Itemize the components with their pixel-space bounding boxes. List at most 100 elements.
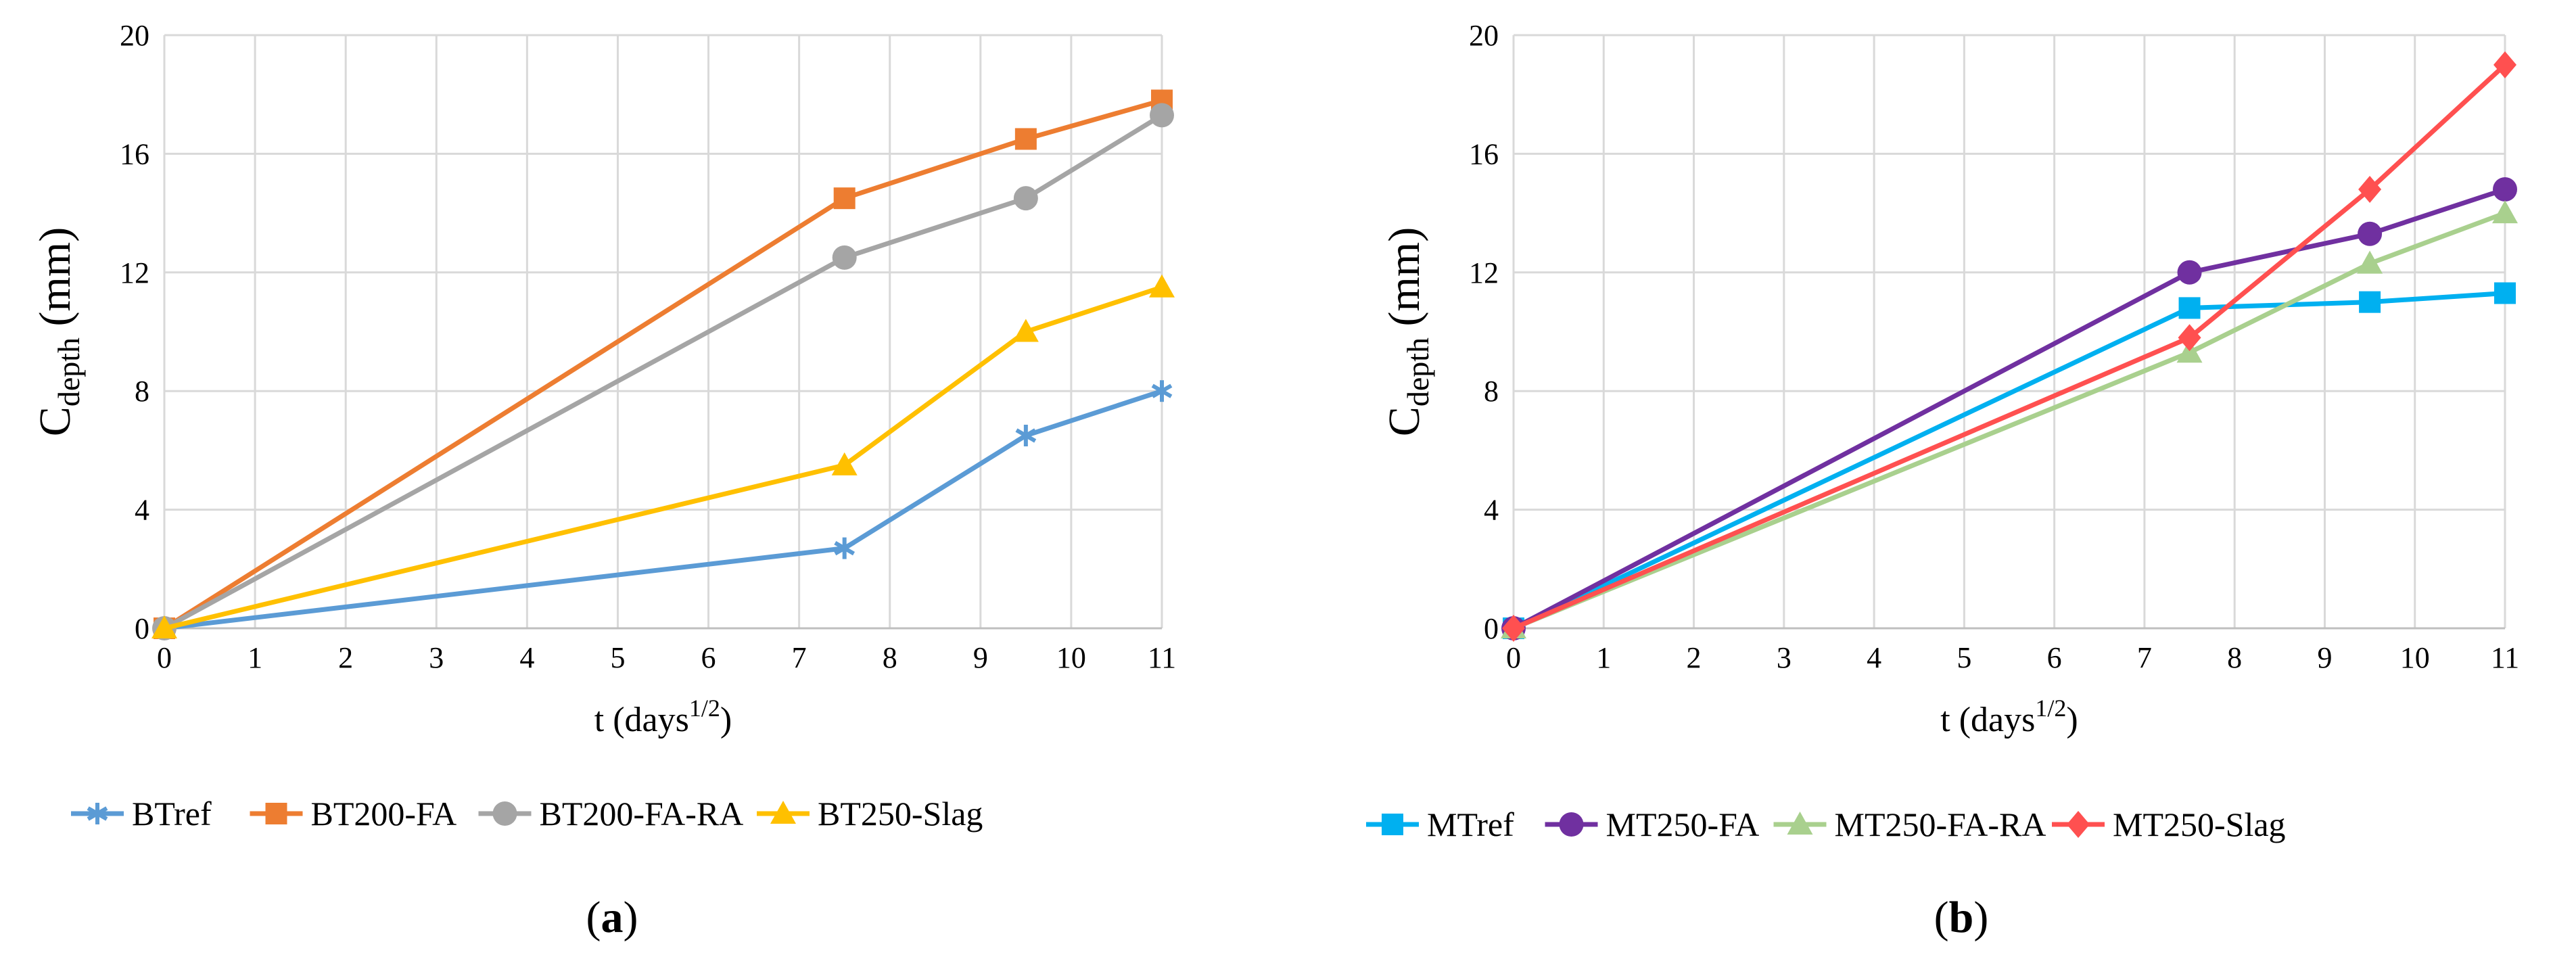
x-tick-label: 4 (1867, 641, 1881, 674)
x-tick-label: 0 (1506, 641, 1521, 674)
legend-label: BT200-FA-RA (540, 795, 744, 833)
gridlines (1512, 34, 2506, 630)
data-point (1012, 319, 1039, 342)
x-tick-label: 10 (1056, 641, 1086, 674)
x-axis-label: t (days1/2) (1940, 695, 2078, 739)
x-tick-label: 8 (2227, 641, 2242, 674)
legend-label: MT250-FA-RA (1835, 805, 2046, 843)
x-tick-label: 7 (2137, 641, 2152, 674)
legend-marker (87, 803, 108, 824)
legend-marker (1382, 814, 1403, 835)
y-tick-label: 8 (135, 375, 149, 408)
legend-marker (492, 801, 517, 826)
series-BT200-FA (154, 89, 1173, 639)
series-line (163, 98, 1163, 630)
x-axis-label: t (days1/2) (594, 695, 732, 739)
series-line (1512, 63, 2507, 631)
x-tick-label: 3 (429, 641, 444, 674)
data-point (1151, 380, 1173, 402)
x-tick-label: 11 (2491, 641, 2519, 674)
data-point (2493, 177, 2517, 202)
legend-label: BT200-FA (311, 795, 457, 833)
y-tick-label: 8 (1484, 375, 1499, 408)
legend-label: MTref (1427, 805, 1514, 843)
x-tick-label: 10 (2400, 641, 2430, 674)
data-point (2358, 221, 2383, 246)
legend-marker (2067, 811, 2090, 838)
x-tick-label: 5 (1957, 641, 1971, 674)
x-tick-label: 2 (1687, 641, 1702, 674)
data-point (832, 245, 857, 270)
data-point (831, 452, 858, 475)
x-tick-label: 1 (248, 641, 262, 674)
y-tick-label: 4 (1484, 494, 1499, 527)
series-line (164, 285, 1163, 631)
legend-item: MT250-FA (1545, 805, 1760, 843)
data-point (2177, 260, 2202, 285)
data-point (2178, 297, 2201, 319)
x-tick-label: 5 (610, 641, 625, 674)
data-point (1150, 103, 1174, 128)
x-tick-label: 1 (1596, 641, 1611, 674)
legend-marker (770, 801, 796, 824)
panel-label: (a) (586, 893, 638, 942)
y-axis-label: Cdepth (mm) (1380, 227, 1435, 436)
data-point (1502, 615, 1525, 642)
x-tick-label: 11 (1148, 641, 1176, 674)
legend-marker (265, 803, 287, 824)
legend-label: MT250-Slag (2113, 805, 2286, 843)
series-BT250-Slag (151, 274, 1175, 638)
legend-label: MT250-FA (1606, 805, 1760, 843)
legend-item: MT250-FA-RA (1773, 805, 2046, 843)
data-point (1149, 274, 1175, 298)
y-tick-label: 20 (120, 19, 149, 52)
series-MT250-Slag (1502, 51, 2516, 642)
y-tick-label: 4 (135, 494, 149, 527)
data-point (834, 537, 856, 559)
x-tick-label: 9 (973, 641, 988, 674)
series-line (1512, 187, 2506, 631)
y-axis-label: Cdepth (mm) (30, 227, 86, 436)
legend-item: BT250-Slag (757, 795, 983, 833)
y-tick-label: 0 (135, 612, 149, 645)
x-tick-label: 4 (519, 641, 534, 674)
legend-marker (1787, 812, 1813, 835)
legend: MTref MT250-FA MT250-FA-RA MT250-Slag (1366, 805, 2286, 843)
legend-item: MT250-Slag (2052, 805, 2286, 843)
y-tick-label: 12 (120, 256, 149, 289)
x-tick-label: 2 (338, 641, 353, 674)
x-tick-label: 6 (701, 641, 716, 674)
legend-item: BT200-FA-RA (478, 795, 744, 833)
data-point (2178, 324, 2201, 352)
series-line (164, 388, 1163, 631)
y-tick-label: 16 (120, 137, 149, 170)
y-tick-label: 16 (1469, 137, 1499, 170)
data-point (2357, 250, 2383, 274)
x-tick-label: 6 (2047, 641, 2062, 674)
legend-label: BT250-Slag (818, 795, 983, 833)
data-point (2493, 51, 2516, 78)
x-tick-label: 0 (157, 641, 172, 674)
y-tick-label: 12 (1469, 256, 1499, 289)
data-point (1014, 128, 1037, 150)
series-MT250-FA-RA (1501, 200, 2518, 638)
y-tick-label: 0 (1484, 612, 1499, 645)
data-point (2492, 200, 2518, 224)
gridlines (163, 34, 1163, 630)
legend-item: BT200-FA (250, 795, 457, 833)
data-point (2358, 176, 2382, 204)
x-tick-label: 9 (2317, 641, 2332, 674)
panel-label: (b) (1934, 893, 1989, 942)
data-point (2494, 282, 2516, 304)
legend-item: MTref (1366, 805, 1514, 843)
series-line (163, 113, 1163, 631)
x-tick-label: 3 (1777, 641, 1792, 674)
series-MT250-FA (1501, 177, 2517, 640)
x-tick-label: 8 (883, 641, 897, 674)
series-MTref (1503, 282, 2516, 639)
data-point (2359, 291, 2381, 313)
data-point (1015, 424, 1037, 446)
